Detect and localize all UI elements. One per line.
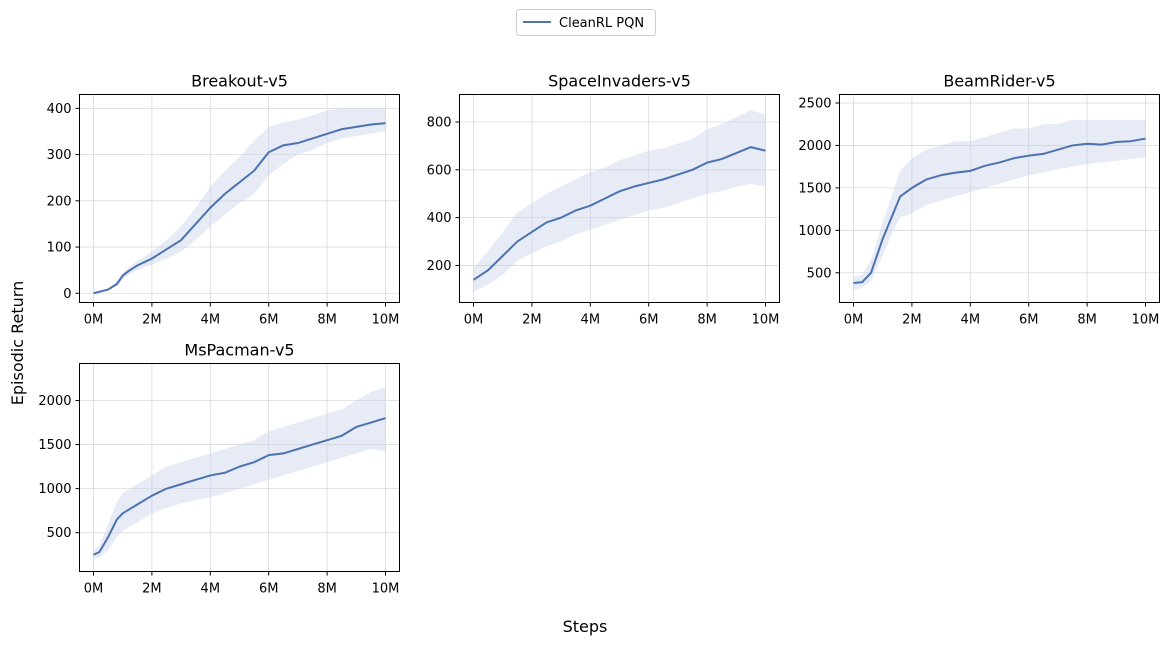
y-tick-label: 400: [47, 102, 72, 117]
x-tick-label: 4M: [201, 313, 221, 328]
legend-label: CleanRL PQN: [559, 16, 644, 31]
x-tick-label: 6M: [259, 582, 279, 597]
x-tick-label: 2M: [142, 313, 162, 328]
axes-frame: [839, 94, 1160, 303]
y-tick-label: 400: [427, 211, 452, 226]
x-tick-label: 8M: [317, 582, 337, 597]
axes-frame: [459, 94, 780, 303]
y-tick-label: 0: [63, 287, 71, 302]
series-confidence-band: [93, 108, 386, 294]
x-tick-label: 0M: [84, 313, 104, 328]
x-tick-label: 2M: [142, 582, 162, 597]
series-confidence-band: [473, 110, 766, 292]
y-tick-label: 2000: [38, 394, 71, 409]
x-tick-label: 2M: [522, 313, 542, 328]
series-line: [853, 137, 1146, 284]
x-tick-label: 6M: [259, 313, 279, 328]
y-tick-label: 800: [427, 115, 452, 130]
axes-frame: [79, 94, 400, 303]
y-tick-label: 1500: [38, 438, 71, 453]
x-tick-label: 6M: [639, 313, 659, 328]
y-tick-label: 500: [807, 266, 832, 281]
y-tick-label: 1000: [798, 224, 831, 239]
x-tick-label: 2M: [902, 313, 922, 328]
y-axis-label: Episodic Return: [8, 281, 27, 405]
subplot-1: 0M 2M 4M 6M 8M 10M 200 400 600 800 SpaceInvaders-v…: [427, 72, 780, 328]
axes-frame: [79, 363, 400, 572]
subplot-title: Breakout-v5: [191, 72, 288, 91]
y-tick-label: 200: [47, 194, 72, 209]
x-tick-label: 0M: [464, 313, 484, 328]
y-tick-label: 2000: [798, 139, 831, 154]
x-tick-label: 10M: [752, 313, 780, 328]
subplot-title: SpaceInvaders-v5: [548, 72, 691, 91]
y-tick-label: 500: [47, 526, 72, 541]
series-line: [93, 417, 386, 556]
series-confidence-band: [93, 387, 386, 560]
subplot-2: 0M 2M 4M 6M 8M 10M 500 1000 1500 2000 2500 BeamRide…: [798, 72, 1160, 328]
series-line: [472, 146, 766, 281]
y-tick-label: 300: [47, 148, 72, 163]
x-tick-label: 4M: [201, 582, 221, 597]
legend-frame: [516, 9, 656, 36]
legend: CleanRL PQN: [516, 9, 656, 36]
x-tick-label: 8M: [697, 313, 717, 328]
subplot-3: 0M 2M 4M 6M 8M 10M 500 1000 1500 2000 MsPacman-v5: [38, 341, 400, 597]
x-tick-label: 4M: [961, 313, 981, 328]
x-tick-label: 0M: [844, 313, 864, 328]
x-tick-label: 0M: [84, 582, 104, 597]
subplot-title: BeamRider-v5: [943, 72, 1055, 91]
x-axis-label: Steps: [563, 617, 608, 636]
x-tick-label: 10M: [372, 313, 400, 328]
x-tick-label: 8M: [1077, 313, 1097, 328]
subplot-title: MsPacman-v5: [184, 341, 294, 360]
y-tick-label: 1500: [798, 181, 831, 196]
y-tick-label: 600: [427, 163, 452, 178]
x-tick-label: 6M: [1019, 313, 1039, 328]
series-confidence-band: [853, 119, 1146, 290]
y-tick-label: 2500: [798, 96, 831, 111]
subplot-grid: 0M 2M 4M 6M 8M 10M 0 100 200 300 400 Breakout-v5 0M 2…: [38, 72, 1160, 597]
x-tick-label: 8M: [317, 313, 337, 328]
y-tick-label: 200: [427, 259, 452, 274]
x-tick-label: 10M: [372, 582, 400, 597]
y-tick-label: 100: [47, 241, 72, 256]
x-tick-label: 10M: [1132, 313, 1160, 328]
series-line: [93, 122, 386, 295]
x-tick-label: 4M: [581, 313, 601, 328]
subplot-0: 0M 2M 4M 6M 8M 10M 0 100 200 300 400 Breakout-v5: [47, 72, 400, 328]
y-tick-label: 1000: [38, 482, 71, 497]
